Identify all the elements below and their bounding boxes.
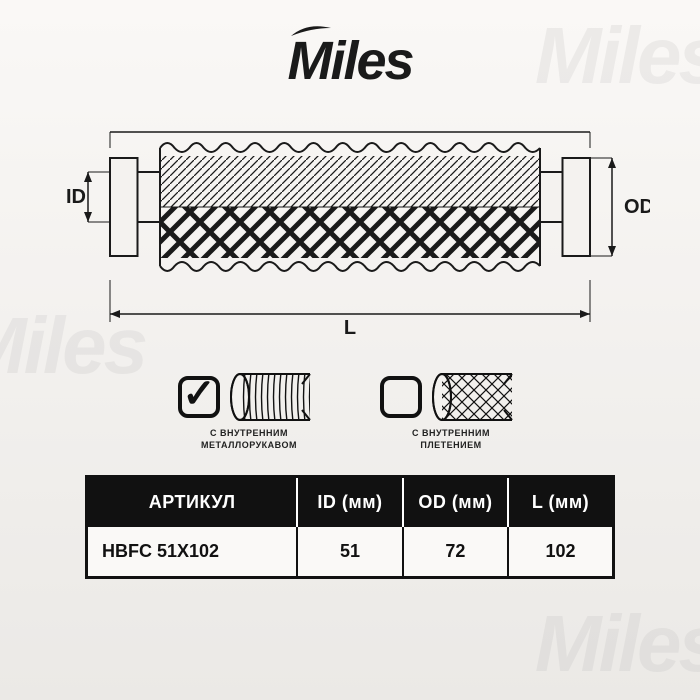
brand-name: Miles [287, 31, 412, 91]
option-checkbox: ✓ [178, 376, 220, 418]
option-checkbox [380, 376, 422, 418]
watermark: Miles [535, 598, 700, 690]
cell-id: 51 [297, 527, 402, 578]
checkmark-icon: ✓ [182, 374, 216, 414]
cell-od: 72 [403, 527, 508, 578]
brand-logo: Miles [287, 30, 412, 92]
dimension-diagram: L ID OD [50, 112, 650, 352]
spec-table: АРТИКУЛ ID (мм) OD (мм) L (мм) HBFC 51X1… [85, 475, 615, 579]
svg-text:ID: ID [66, 186, 86, 208]
col-header-id: ID (мм) [297, 477, 402, 528]
col-header-od: OD (мм) [403, 477, 508, 528]
svg-text:OD: OD [624, 196, 650, 218]
col-header-article: АРТИКУЛ [87, 477, 298, 528]
col-header-l: L (мм) [508, 477, 613, 528]
cell-l: 102 [508, 527, 613, 578]
svg-text:L: L [344, 317, 356, 339]
cell-article: HBFC 51X102 [87, 527, 298, 578]
brand-header: Miles [0, 0, 700, 92]
option-braid: С ВНУТРЕННИМ ПЛЕТЕНИЕМ [380, 372, 522, 451]
interlock-pipe-icon [230, 372, 320, 422]
braid-pipe-icon [432, 372, 522, 422]
logo-swoosh-icon [289, 24, 333, 38]
table-row: HBFC 51X102 51 72 102 [87, 527, 614, 578]
table-header-row: АРТИКУЛ ID (мм) OD (мм) L (мм) [87, 477, 614, 528]
variant-options: ✓ С ВНУТРЕННИМ МЕТАЛЛОРУКАВОМ [50, 372, 650, 451]
option-interlock: ✓ С ВНУТРЕННИМ МЕТАЛЛОРУКАВОМ [178, 372, 320, 451]
option-label: С ВНУТРЕННИМ ПЛЕТЕНИЕМ [412, 428, 490, 451]
option-label: С ВНУТРЕННИМ МЕТАЛЛОРУКАВОМ [201, 428, 297, 451]
